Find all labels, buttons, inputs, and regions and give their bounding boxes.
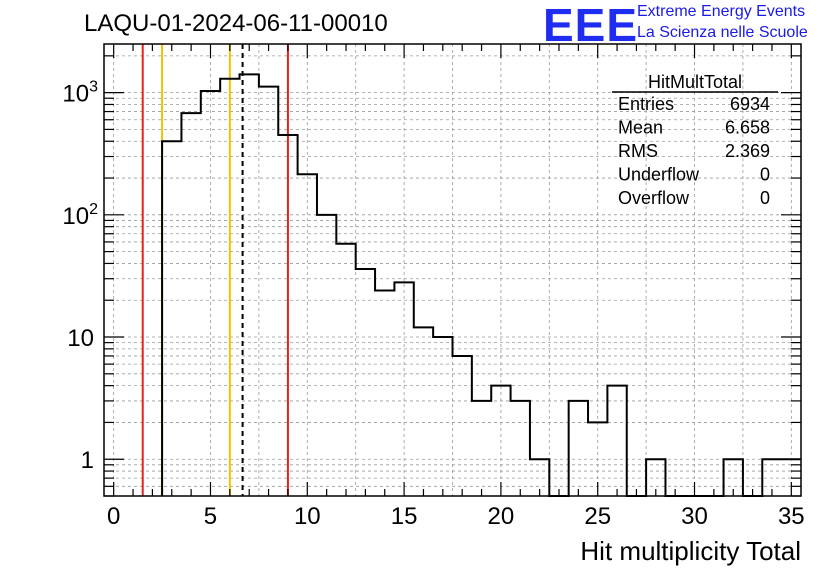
x-tick-label: 35 xyxy=(778,503,805,530)
x-tick-label: 0 xyxy=(107,503,120,530)
chart-title: LAQU-01-2024-06-11-00010 xyxy=(84,10,388,37)
plot-frame xyxy=(103,43,802,497)
x-tick-label: 30 xyxy=(681,503,708,530)
histogram-bin xyxy=(433,337,452,496)
stats-value: 2.369 xyxy=(725,141,770,161)
histogram-bin xyxy=(472,401,491,496)
histogram-bin xyxy=(259,87,278,496)
logo-subtitle-line1: Extreme Energy Events xyxy=(637,3,806,20)
histogram-bin xyxy=(181,113,200,496)
stats-value: 6934 xyxy=(730,94,770,114)
stats-label: Underflow xyxy=(618,165,700,185)
x-tick-label: 20 xyxy=(488,503,515,530)
x-tick-label: 15 xyxy=(391,503,418,530)
histogram-outline xyxy=(161,73,801,497)
eee-logo: EEE xyxy=(543,0,639,51)
histogram-bin xyxy=(569,401,588,496)
x-tick-label: 25 xyxy=(584,503,611,530)
histogram-bin xyxy=(607,386,626,496)
histogram-bin xyxy=(511,401,530,496)
histogram-bin xyxy=(162,141,181,496)
x-tick-label: 10 xyxy=(294,503,321,530)
y-tick-label: 10 xyxy=(67,325,94,352)
stats-value: 0 xyxy=(760,188,770,208)
y-tick-label: 103 xyxy=(62,79,98,108)
stats-label: RMS xyxy=(618,141,658,161)
stats-title: HitMultTotal xyxy=(648,72,742,92)
stats-value: 0 xyxy=(760,165,770,185)
histogram-bin xyxy=(317,215,336,496)
histogram-bin xyxy=(356,269,375,496)
x-tick-label: 5 xyxy=(204,503,217,530)
histogram-bin xyxy=(375,291,394,496)
stats-label: Entries xyxy=(618,94,674,114)
stats-value: 6.658 xyxy=(725,118,770,138)
y-tick-label: 1 xyxy=(81,447,94,474)
logo-subtitle-line2: La Scienza nelle Scuole xyxy=(637,24,808,41)
histogram-bin xyxy=(453,356,472,496)
stats-label: Overflow xyxy=(618,188,690,208)
y-tick-label: 102 xyxy=(62,201,98,230)
x-axis-label: Hit multiplicity Total xyxy=(580,536,801,566)
stats-label: Mean xyxy=(618,118,663,138)
histogram-bin xyxy=(336,244,355,496)
